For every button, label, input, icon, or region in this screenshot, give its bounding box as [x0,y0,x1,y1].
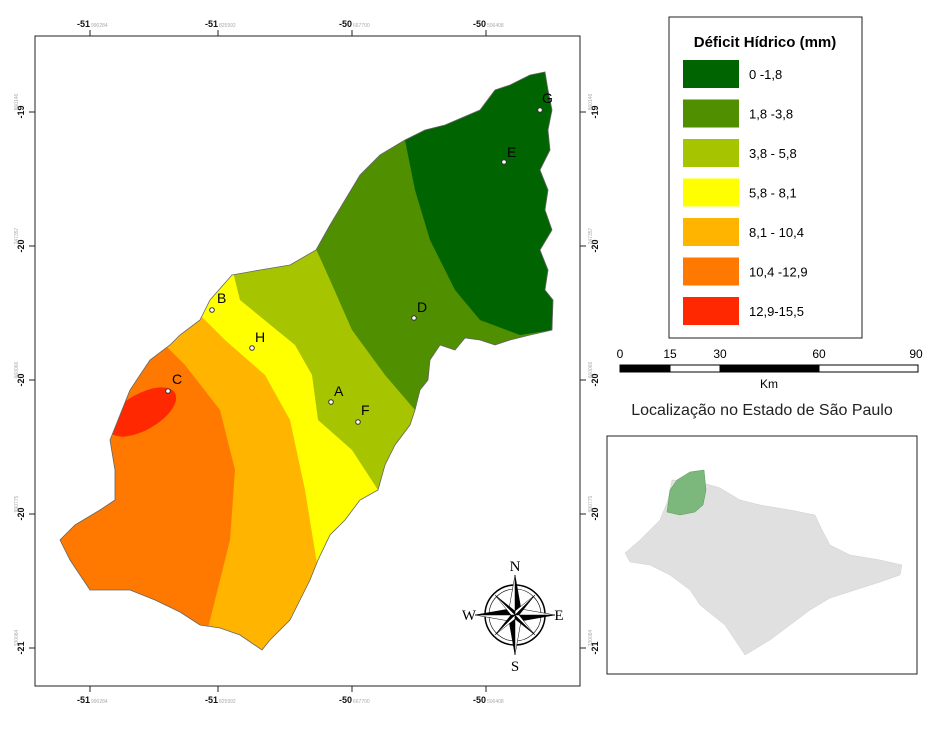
x-tick-label-bottom: -51 [77,695,90,705]
scale-unit: Km [760,377,778,391]
y-tick-sub-left: 330084 [14,629,20,646]
x-tick-label-bottom: -51 [205,695,218,705]
point-marker-e [501,159,507,165]
point-label-b: B [217,290,226,306]
legend-label: 1,8 -3,8 [749,107,793,122]
x-tick-sub-bottom: 506408 [487,699,504,705]
scale-seg-1 [619,364,671,373]
compass-w: W [462,608,477,624]
legend-swatch [683,99,739,128]
y-tick-label-left: -20 [16,373,26,386]
inset-title: Localização no Estado de São Paulo [631,402,893,419]
scale-seg-2 [669,364,721,373]
y-tick-label-right: -20 [590,507,600,520]
y-tick-label-left: -19 [16,105,26,118]
y-tick-label-left: -20 [16,507,26,520]
point-label-h: H [255,329,265,345]
legend-label: 3,8 - 5,8 [749,146,797,161]
legend-swatch [683,218,739,246]
y-ticks-right: -19860146-20247357-20660066-20990775-213… [580,93,600,655]
x-ticks-top: -51 990284 -51 825992 -50 667700 -50 506408 [77,19,504,36]
zone-0-1-8 [400,72,553,650]
x-tick-sub-bottom: 667700 [353,699,370,705]
y-tick-sub-left: 247357 [14,227,20,244]
compass-e: E [554,608,563,624]
y-tick-label-right: -19 [590,105,600,118]
point-marker-g [537,107,543,113]
zone-12-9-15-5 [107,387,177,437]
point-marker-a [328,399,334,405]
legend-swatch [683,139,739,167]
y-tick-sub-left: 660066 [14,361,20,378]
legend-swatch [683,178,739,207]
x-ticks-bottom: -51 990284 -51 825992 -50 667700 -50 506408 [77,686,504,705]
point-label-f: F [361,402,370,418]
scale-tick-0: 0 [617,347,624,361]
scale-tick-4: 90 [909,347,923,361]
legend-label: 10,4 -12,9 [749,265,808,280]
legend: Déficit Hídrico (mm) 0 -1,8 1,8 -3,8 3,8 -… [668,16,863,339]
x-tick-label-top: -51 [77,19,90,29]
legend-swatch [683,297,739,325]
x-tick-label-top: -50 [473,19,486,29]
y-tick-label-right: -21 [590,641,600,654]
study-region-shape [666,469,707,516]
legend-swatch [683,60,739,88]
scale-tick-3: 60 [812,347,826,361]
point-marker-b [209,307,215,313]
point-label-a: A [334,383,344,399]
y-tick-label-right: -20 [590,373,600,386]
scale-tick-2: 30 [713,347,727,361]
scale-bar: 0 15 30 60 90 Km [617,347,923,391]
legend-title: Déficit Hídrico (mm) [694,34,837,51]
y-tick-sub-right: 330084 [588,629,594,646]
x-tick-sub-bottom: 990284 [91,699,108,705]
legend-label: 8,1 - 10,4 [749,225,804,240]
point-marker-d [411,315,417,321]
x-tick-sub-top: 506408 [487,23,504,29]
y-tick-sub-right: 990775 [588,495,594,512]
y-tick-label-left: -20 [16,239,26,252]
x-tick-sub-bottom: 825992 [219,699,236,705]
point-label-c: C [172,371,182,387]
x-tick-label-top: -50 [339,19,352,29]
x-tick-label-bottom: -50 [339,695,352,705]
y-tick-sub-right: 860146 [588,93,594,110]
legend-label: 5,8 - 8,1 [749,186,797,201]
point-marker-h [249,345,255,351]
compass-n: N [510,559,521,575]
region-outline [59,71,554,651]
x-tick-sub-top: 825992 [219,23,236,29]
legend-label: 12,9-15,5 [749,304,804,319]
y-tick-label-right: -20 [590,239,600,252]
y-tick-sub-left: 860146 [14,93,20,110]
map-frame [34,35,581,687]
point-label-g: G [542,90,553,106]
legend-swatch [683,257,739,286]
y-tick-sub-right: 660066 [588,361,594,378]
point-marker-f [355,419,361,425]
scale-seg-3 [719,364,820,373]
x-tick-label-top: -51 [205,19,218,29]
x-tick-sub-top: 667700 [353,23,370,29]
y-tick-sub-right: 247357 [588,227,594,244]
legend-label: 0 -1,8 [749,67,782,82]
point-label-d: D [417,299,427,315]
y-ticks-left: -19860146-20247357-20660066-20990775-213… [14,93,35,655]
y-tick-sub-left: 990775 [14,495,20,512]
x-tick-sub-top: 990284 [91,23,108,29]
x-tick-label-bottom: -50 [473,695,486,705]
scale-tick-1: 15 [663,347,677,361]
point-label-e: E [507,144,516,160]
compass-s: S [511,659,519,675]
y-tick-label-left: -21 [16,641,26,654]
scale-seg-4 [818,364,919,373]
point-marker-c [165,388,171,394]
sample-points: G E D B H A F C [165,90,553,425]
compass-rose-icon: N S E W [462,559,564,675]
